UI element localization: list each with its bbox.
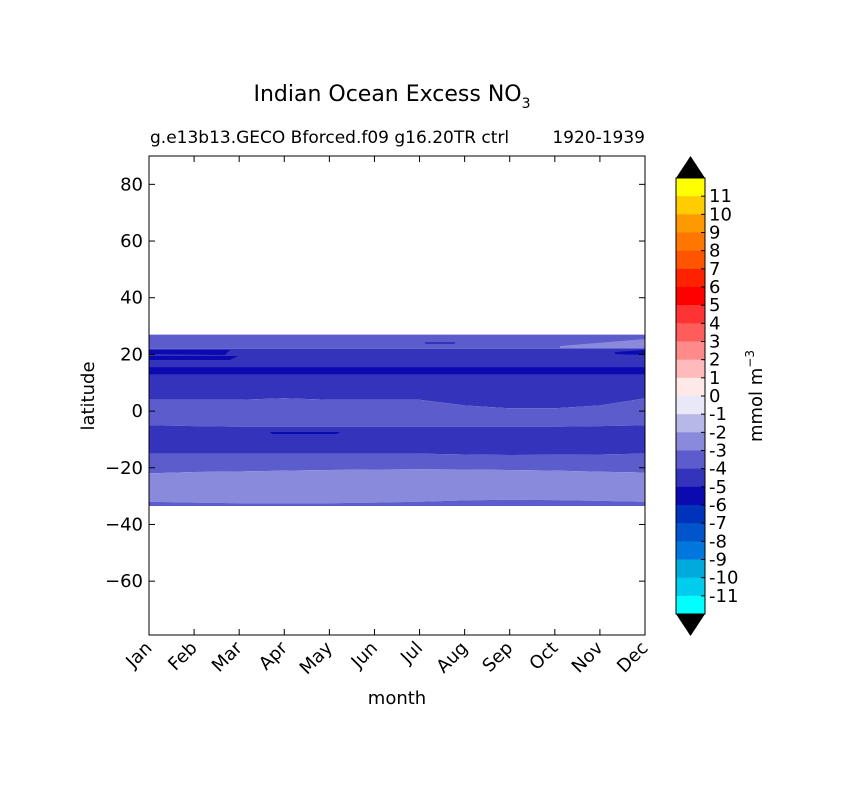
plot-area [148,155,646,636]
x-tick-label: Jun [347,638,382,673]
contour-band [149,499,645,506]
colorbar-tick-label: 0 [709,386,720,407]
x-tick-label: Mar [208,637,247,676]
x-tick-label: Apr [255,637,292,674]
y-axis: 80 60 40 20 0 −20 −40 −60 [105,174,645,592]
colorbar-tick-label: 9 [709,223,720,244]
colorbar-segment [676,178,705,197]
contour-bands [149,334,645,506]
colorbar-segment [676,523,705,542]
colorbar-tick-label: -4 [709,459,727,480]
colorbar-segment [676,341,705,360]
colorbar-label: mmol m−3 [743,350,767,442]
contour-feature-nw [149,350,230,355]
colorbar-segment [676,486,705,506]
colorbar-tick-label: -5 [709,477,727,498]
colorbar-tick-label: 3 [709,332,720,353]
colorbar-tick-label: 8 [709,241,720,262]
colorbar-segment [676,214,705,233]
x-tick-label: Dec [613,638,652,677]
colorbar-segment [676,287,705,306]
y-tick-label: 0 [132,401,143,422]
chart-subtitle-right: 1920-1939 [552,128,645,148]
y-tick-label: 20 [120,344,143,365]
colorbar-tick-label: 1 [709,368,720,389]
colorbar-segment [676,505,705,524]
colorbar-segment [676,396,705,415]
contour-band [149,469,645,504]
colorbar-tick-label: 4 [709,313,720,334]
colorbar-segment [676,250,705,270]
colorbar-extend-bottom [676,614,705,636]
colorbar-tick-label: -6 [709,495,727,516]
contour-band [149,398,645,427]
colorbar-segment [676,595,705,615]
colorbar-segment [676,268,705,288]
contour-band [149,453,645,474]
contour-feature-east [615,350,645,355]
colorbar-tick-label: -11 [709,586,738,607]
contour-feature-ne [425,342,455,344]
contour-feature-nw-2 [149,356,238,360]
colorbar-segment [676,359,705,379]
colorbar-tick-label: -7 [709,513,727,534]
colorbar-segment [676,323,705,342]
colorbar-segment [676,468,705,488]
y-tick-label: 60 [120,231,143,252]
colorbar-tick-label: -10 [709,568,738,589]
y-tick-label: 40 [120,288,143,309]
colorbar-tick-label: -9 [709,550,727,571]
chart-title: Indian Ocean Excess NO3 [253,82,530,112]
contour-feature-spot [270,432,340,434]
colorbar-segment [676,232,705,251]
x-tick-label: Feb [164,638,201,675]
colorbar-tick-label: 2 [709,350,720,371]
x-tick-label: Jan [121,638,156,673]
contour-band [149,367,645,375]
contour-band [149,348,645,409]
colorbar-segment [676,305,705,324]
x-tick-label: Sep [478,638,517,677]
contour-feature-ne-2 [560,339,645,348]
x-axis-label: month [368,688,426,709]
colorbar-tick-label: 11 [709,186,732,207]
x-tick-label: Oct [525,638,562,675]
colorbar-tick-label: 10 [709,204,732,225]
plot-frame [148,155,646,636]
chart-subtitle-left: g.e13b13.GECO Bforced.f09 g16.20TR ctrl [150,128,509,148]
colorbar-segment [676,377,705,397]
colorbar-tick-label: -8 [709,531,727,552]
x-tick-label: Aug [432,638,472,678]
colorbar-tick-label: -1 [709,404,727,425]
colorbar-tick-label: -2 [709,422,727,443]
colorbar-tick-label: 7 [709,259,720,280]
x-tick-label: Nov [568,637,608,677]
colorbar-extend-top [676,156,705,178]
colorbar-tick-label: 5 [709,295,720,316]
colorbar-tick-label: -3 [709,441,727,462]
y-tick-label: −40 [105,514,143,535]
colorbar-segment [676,559,705,578]
colorbar-segment [676,414,705,433]
colorbar-tick-label: 6 [709,277,720,298]
y-tick-label: 80 [120,174,143,195]
colorbar-segment [676,450,705,469]
contour-details [149,339,645,434]
colorbar-segment [676,432,705,451]
y-axis-label: latitude [78,361,99,430]
colorbar-segment [676,196,705,215]
colorbar-segment [676,577,705,597]
colorbar-segment [676,541,705,560]
x-tick-label: May [296,637,337,678]
contour-band [149,425,645,455]
y-tick-label: −20 [105,458,143,479]
x-tick-label: Jul [396,638,427,669]
contour-band [149,334,645,349]
y-tick-label: −60 [105,571,143,592]
